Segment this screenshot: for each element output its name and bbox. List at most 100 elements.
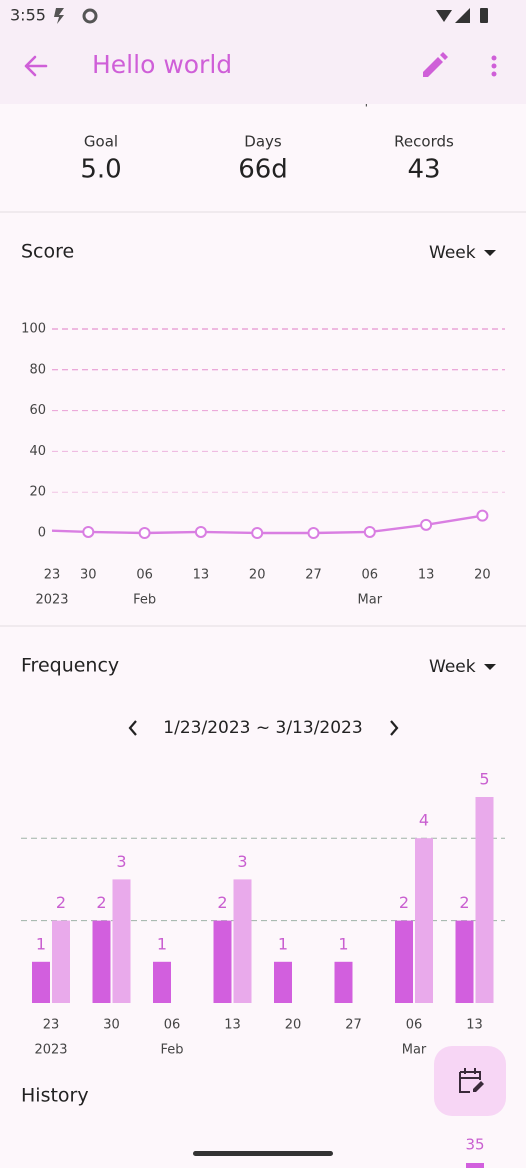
fab-background[interactable] bbox=[434, 1046, 506, 1116]
x-sub-label: 2023 bbox=[35, 593, 68, 608]
dropdown-arrow[interactable] bbox=[484, 664, 496, 670]
more-dot[interactable] bbox=[491, 71, 497, 77]
score-point bbox=[307, 527, 320, 539]
bar bbox=[92, 920, 111, 1003]
bar-value-label: 1 bbox=[36, 934, 46, 953]
edit-icon[interactable] bbox=[423, 52, 448, 77]
bar-value-label: 1 bbox=[338, 934, 348, 953]
period-label[interactable]: Week bbox=[429, 657, 476, 677]
bar bbox=[415, 838, 433, 1003]
bar-value-label: 2 bbox=[96, 893, 106, 912]
x-sub-label: Mar bbox=[402, 1043, 427, 1058]
stat-value: 5.0 bbox=[80, 155, 121, 185]
period-dropdown[interactable]: Week bbox=[429, 657, 496, 677]
y-tick-label: 100 bbox=[21, 322, 46, 337]
bar-value-label: 2 bbox=[459, 893, 469, 912]
more-dot[interactable] bbox=[491, 63, 497, 69]
x-tick-label: 20 bbox=[285, 1018, 302, 1033]
bar bbox=[153, 961, 171, 1003]
bar bbox=[32, 961, 50, 1003]
status-icon bbox=[82, 8, 98, 24]
bar bbox=[112, 879, 131, 1003]
y-tick-label: 80 bbox=[29, 362, 46, 377]
bar-value-label: 3 bbox=[237, 852, 247, 871]
bar-value-label: 5 bbox=[479, 770, 489, 789]
bar-value-label: 1 bbox=[157, 934, 167, 953]
bar-value-label: 3 bbox=[116, 852, 126, 871]
bar-value-label: 1 bbox=[278, 934, 288, 953]
app-title: Hello world bbox=[92, 50, 232, 79]
fab-icon[interactable] bbox=[473, 1081, 484, 1092]
x-sub-label: Mar bbox=[358, 593, 383, 608]
dropdown-arrow[interactable] bbox=[484, 250, 496, 256]
status-time: 3:55 bbox=[10, 6, 46, 25]
back-button[interactable] bbox=[24, 55, 48, 77]
x-tick-label: 27 bbox=[305, 568, 322, 583]
stat-value: 66d bbox=[238, 155, 288, 185]
more-dot[interactable] bbox=[491, 55, 497, 61]
bar bbox=[395, 920, 413, 1003]
stat-label: Goal bbox=[84, 133, 118, 151]
x-tick-label: 13 bbox=[466, 1018, 483, 1033]
history-bar bbox=[466, 1163, 484, 1168]
bar bbox=[455, 920, 474, 1003]
back-icon[interactable] bbox=[24, 55, 48, 77]
status-icon bbox=[54, 8, 64, 24]
x-tick-label: 06 bbox=[164, 1018, 181, 1033]
fab-icon[interactable] bbox=[459, 1068, 481, 1093]
score-point bbox=[476, 509, 489, 522]
bar bbox=[274, 961, 292, 1003]
bar bbox=[475, 797, 494, 1003]
bar bbox=[213, 920, 232, 1003]
section-title: Frequency bbox=[21, 655, 119, 677]
x-tick-label: 20 bbox=[249, 568, 266, 583]
section-title: Score bbox=[21, 241, 74, 263]
score-point bbox=[82, 525, 95, 538]
app-bar-background bbox=[0, 0, 526, 104]
x-tick-label: 06 bbox=[136, 568, 153, 583]
bar-value-label: 2 bbox=[56, 893, 66, 912]
prev-button[interactable] bbox=[128, 720, 137, 736]
bar-value-label: 2 bbox=[399, 893, 409, 912]
section-title: History bbox=[21, 1085, 89, 1107]
score-point bbox=[194, 525, 207, 538]
x-tick-label: 20 bbox=[474, 568, 491, 583]
history-value: 35 bbox=[465, 1136, 484, 1154]
next-button[interactable] bbox=[390, 720, 399, 736]
stats-row: Goal 5.0 Days 66d Records 43 bbox=[80, 133, 454, 185]
period-label[interactable]: Week bbox=[429, 243, 476, 263]
x-tick-label: 27 bbox=[345, 1018, 362, 1033]
bar bbox=[52, 920, 70, 1003]
x-sub-label: 2023 bbox=[34, 1043, 67, 1058]
x-tick-label: 23 bbox=[44, 568, 61, 583]
x-tick-label: 30 bbox=[103, 1018, 120, 1033]
x-tick-label: 23 bbox=[43, 1018, 60, 1033]
bar-value-label: 4 bbox=[419, 811, 429, 830]
bar bbox=[233, 879, 252, 1003]
fab[interactable] bbox=[434, 1046, 506, 1116]
score-point bbox=[420, 518, 433, 531]
x-tick-label: 13 bbox=[224, 1018, 241, 1033]
y-tick-label: 0 bbox=[38, 526, 46, 541]
y-tick-label: 40 bbox=[29, 444, 46, 459]
x-tick-label: 13 bbox=[418, 568, 435, 583]
more-button[interactable] bbox=[491, 55, 497, 77]
x-sub-label: Feb bbox=[133, 593, 156, 608]
bar bbox=[334, 961, 353, 1003]
score-point bbox=[138, 527, 151, 539]
x-sub-label: Feb bbox=[160, 1043, 183, 1058]
y-tick-label: 60 bbox=[29, 403, 46, 418]
score-point bbox=[251, 527, 264, 539]
edit-button[interactable] bbox=[423, 52, 448, 77]
period-dropdown[interactable]: Week bbox=[429, 243, 496, 263]
date-range: 1/23/2023 ~ 3/13/2023 bbox=[163, 718, 362, 738]
gesture-bar bbox=[193, 1151, 333, 1156]
plot bbox=[52, 509, 489, 539]
x-tick-label: 06 bbox=[362, 568, 379, 583]
stat-value: 43 bbox=[407, 155, 440, 185]
x-tick-label: 13 bbox=[193, 568, 210, 583]
signal-icon bbox=[455, 8, 470, 23]
